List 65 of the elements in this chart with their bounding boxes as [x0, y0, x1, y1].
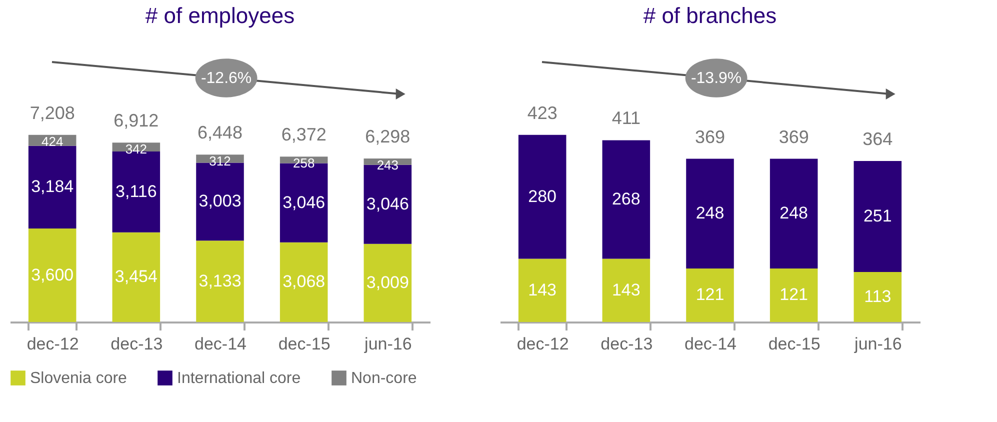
- x-tick-label: jun-16: [364, 334, 412, 354]
- x-tick-label: jun-16: [854, 334, 902, 354]
- data-label: 251: [863, 206, 892, 226]
- x-tick-label: dec-14: [684, 334, 736, 354]
- data-label: 113: [864, 287, 892, 306]
- total-label: 423: [527, 102, 558, 123]
- bar: [686, 268, 734, 322]
- data-label: 121: [780, 285, 808, 304]
- x-tick-label: dec-13: [110, 334, 163, 354]
- total-label: 369: [694, 126, 726, 147]
- data-label: 121: [696, 285, 724, 304]
- total-label: 6,448: [197, 122, 243, 143]
- bar: [770, 158, 818, 268]
- data-label: 3,454: [114, 267, 158, 286]
- x-tick-label: dec-13: [600, 334, 653, 354]
- data-label: 3,133: [198, 271, 242, 290]
- total-label: 6,912: [114, 110, 159, 131]
- data-label: 248: [780, 204, 808, 223]
- bar: [196, 240, 244, 322]
- total-label: 411: [612, 108, 641, 128]
- bar: [28, 146, 76, 229]
- data-label: 3,068: [282, 272, 326, 292]
- chart-title: # of branches: [643, 3, 777, 28]
- bar: [770, 268, 818, 322]
- bar: [28, 228, 76, 322]
- data-label: 3,116: [116, 182, 157, 201]
- data-label: 3,003: [198, 192, 242, 211]
- data-label: 3,600: [31, 265, 74, 284]
- bar: [686, 158, 734, 268]
- bar: [364, 244, 412, 322]
- x-tick-label: dec-12: [516, 334, 569, 354]
- data-label: 3,009: [366, 272, 409, 292]
- total-label: 6,298: [365, 126, 410, 147]
- x-tick-label: dec-12: [26, 334, 79, 354]
- data-label: 3,184: [31, 177, 74, 196]
- data-label: 424: [41, 134, 64, 149]
- data-label: 143: [528, 280, 557, 300]
- bar: [518, 134, 566, 259]
- legend-label: Non-core: [351, 370, 417, 387]
- bar: [112, 232, 160, 322]
- x-tick-label: dec-15: [768, 334, 820, 354]
- text: -12.6%: [200, 70, 252, 87]
- data-label: 3,046: [282, 192, 326, 212]
- bar: [854, 161, 902, 272]
- legend-label: International core: [177, 370, 301, 387]
- data-label: 268: [612, 189, 640, 208]
- chart-title: # of employees: [145, 3, 295, 28]
- bar: [602, 140, 650, 259]
- text: -13.9%: [690, 70, 742, 87]
- bar: [854, 272, 902, 322]
- data-label: 258: [292, 156, 315, 171]
- data-label: 280: [528, 186, 557, 206]
- bar: [518, 258, 566, 322]
- bar: [280, 242, 328, 322]
- bar: [602, 258, 650, 322]
- data-label: 143: [612, 280, 640, 300]
- data-label: 248: [696, 204, 724, 223]
- total-label: 364: [862, 129, 893, 149]
- x-tick-label: dec-14: [194, 334, 246, 354]
- x-tick-label: dec-15: [278, 334, 330, 354]
- legend-label: Slovenia core: [30, 370, 128, 387]
- total-label: 7,208: [30, 102, 75, 123]
- total-label: 369: [778, 126, 809, 147]
- data-label: 3,046: [366, 194, 409, 214]
- total-label: 6,372: [281, 124, 326, 145]
